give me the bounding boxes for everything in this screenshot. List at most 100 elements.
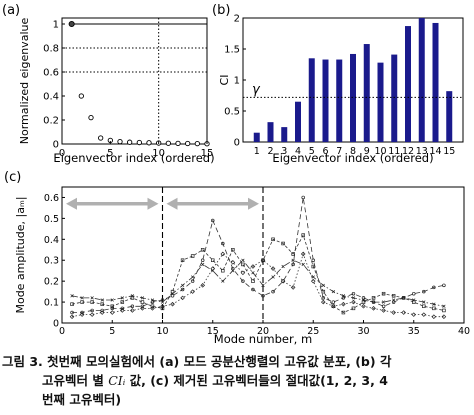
panel-c-series-4-point-35 [412, 298, 416, 302]
panel-c-series-4-line [71, 259, 444, 307]
panel-c-series-2-point-1 [70, 302, 74, 306]
panel-b-bar-12 [405, 26, 411, 143]
panel-a-point-13 [185, 140, 191, 147]
panel-c-series-2-point-31 [371, 296, 376, 300]
panel-c-ylabel: Mode amplitude, |aₘ| [14, 196, 27, 313]
panel-a-point-3 [88, 114, 94, 121]
panel-a-xlabel: Eigenvector index (ordered) [53, 151, 214, 165]
panel-c-series-2-point-2 [80, 300, 84, 304]
panel-c-series-4-point-10 [160, 300, 165, 304]
panel-c-ytick-0: 0 [53, 319, 59, 330]
caption-line-3: 번째 고유벡터) [42, 392, 122, 407]
panel-c-ytick-3: 0.3 [44, 256, 59, 267]
panel-c-series-4-point-1 [70, 294, 74, 298]
panel-c-series-1-point-25 [311, 258, 316, 262]
panel-a-ytick-2: 0.4 [43, 92, 59, 103]
panel-b-xtick-1: 2 [267, 146, 273, 157]
panel-b-xtick-12: 13 [416, 146, 428, 157]
panel-a-ytick-4: 0.8 [43, 44, 59, 55]
panel-c-series-1-point-26 [321, 296, 326, 300]
panel-c-series-1-point-1 [70, 310, 74, 315]
panel-c-label: (c) [4, 170, 21, 185]
panel-c-series-3-point-29 [351, 299, 356, 305]
panel-c-arrow-head-right-0 [147, 197, 159, 210]
panel-a-point-8 [136, 139, 142, 146]
panel-c-series-3-point-9 [150, 306, 155, 311]
panel-b-ytick-3: 1.5 [224, 45, 240, 56]
panel-c-series-2-point-30 [361, 300, 366, 304]
panel-b-xtick-7: 8 [350, 146, 356, 157]
panel-c-arrow-1 [166, 197, 259, 210]
panel-b-xtick-11: 12 [402, 146, 414, 157]
panel-c-series-3-point-28 [341, 301, 346, 307]
panel-c-series-3-point-4 [99, 310, 105, 315]
panel-c-series-2-point-19 [251, 279, 255, 283]
panel-c-xtick-5: 25 [307, 326, 319, 337]
panel-c-series-2-point-25 [311, 264, 316, 269]
panel-c-series-1-point-21 [271, 289, 275, 294]
panel-b-bar-1 [253, 132, 260, 142]
panel-c-xlabel: Mode number, m [214, 332, 312, 346]
panel-c-series-3-point-34 [401, 310, 406, 315]
panel-b-bar-6 [322, 59, 329, 142]
panel-b-bar-3 [281, 127, 288, 142]
panel-c-series-3-point-21 [270, 266, 276, 271]
panel-c-series-1-point-29 [351, 291, 356, 296]
panel-a-ytick-5: 1 [53, 20, 59, 31]
panel-c-series-3-point-14 [200, 283, 205, 288]
panel-c-series-2-point-14 [200, 248, 205, 252]
panel-a-point-14 [194, 140, 200, 147]
panel-a-ytick-1: 0.2 [43, 116, 59, 127]
panel-c-series-4-point-21 [271, 275, 275, 279]
panel-c-series-3-point-19 [250, 264, 256, 269]
panel-c-series-3-point-23 [290, 285, 296, 290]
panel-c-series-4-point-28 [341, 294, 346, 298]
panel-a-xtick-3: 15 [201, 148, 214, 159]
panel-c-series-1-point-8 [140, 304, 145, 309]
panel-c-series-4-point-15 [211, 269, 215, 273]
panel-b-bar-13 [418, 18, 425, 142]
panel-c-series-3-point-38 [441, 314, 447, 320]
panel-a-point-12 [175, 140, 181, 147]
panel-b-bar-2 [267, 122, 274, 142]
panel-c-series-1-point-14 [200, 258, 205, 262]
panel-b-bar-8 [350, 53, 356, 142]
panel-c-series-1-point-13 [190, 279, 195, 283]
panel-b-ylabel: CI [218, 75, 231, 86]
panel-c-series-4-point-13 [191, 275, 195, 279]
panel-c-series-1-point-16 [221, 241, 225, 246]
panel-c-series-2-point-15 [211, 258, 215, 262]
panel-c-series-2-point-37 [432, 306, 436, 311]
panel-c-series-1-point-23 [291, 262, 295, 267]
panel-b-threshold-label: γ [252, 82, 261, 97]
panel-c-series-3-point-35 [411, 312, 417, 317]
caption-line-2a: 고유벡터 별 [42, 373, 109, 388]
panel-b-bar-11 [391, 54, 398, 142]
panel-c-series-1-point-6 [120, 306, 125, 311]
panel-c-series-4-point-32 [381, 300, 386, 304]
panel-c-series-1-point-32 [381, 304, 386, 309]
panel-c-series-4-point-31 [371, 300, 376, 304]
panel-b-bar-14 [432, 22, 439, 142]
panel-c-series-2-point-38 [442, 308, 446, 313]
panel-a-point-1 [68, 20, 75, 28]
panel-c-series-1-point-10 [160, 298, 165, 302]
panel-a-xtick-0: 0 [59, 148, 65, 159]
panel-a: (a) 0 5 10 15 0 0.2 0.4 0.6 0.8 1 Normalized eige… [2, 3, 215, 165]
panel-c-series-1-point-19 [251, 287, 255, 292]
panel-c-series-3-point-10 [160, 303, 165, 309]
panel-c-series-1-point-30 [361, 296, 366, 300]
panel-c-series-4-point-6 [120, 296, 124, 300]
panel-c-series-4-point-33 [392, 298, 396, 302]
panel-c-series-4 [70, 258, 446, 308]
caption-line-2: 고유벡터 별 CIᵢ 값, (c) 제거된 고유벡터들의 절대값(1, 2, 3… [2, 371, 472, 390]
panel-c-series-2-point-26 [321, 289, 326, 294]
panel-c-series-3-point-22 [280, 278, 286, 284]
panel-c-series-1-point-33 [391, 300, 396, 304]
panel-c-series-2-point-13 [190, 254, 195, 258]
panel-c-series-3-point-24 [300, 251, 306, 257]
panel-c-series-4-point-7 [130, 294, 134, 298]
caption-line-1: 그림 3. 첫번째 모의실험에서 (a) 모드 공분산행렬의 고유값 분포, (… [2, 354, 392, 369]
panel-c-xtick-1: 5 [109, 326, 115, 337]
panel-c-arrow-head-left-0 [66, 197, 77, 210]
